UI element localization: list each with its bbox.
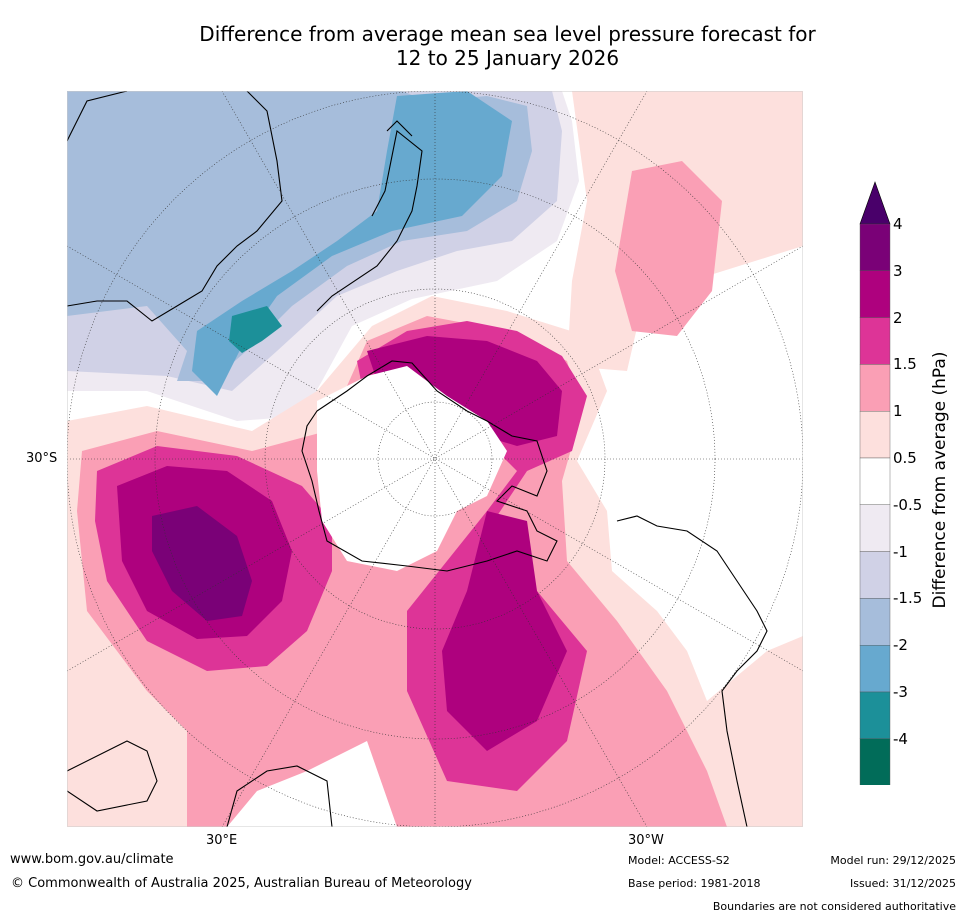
pressure-anomaly-map: [67, 91, 803, 827]
colorbar-segment: [859, 317, 891, 365]
colorbar-tick-label: 1.5: [893, 355, 917, 374]
footer-model-run: Model run: 29/12/2025: [830, 854, 956, 867]
anomaly-pos2: [117, 336, 567, 751]
colorbar-segment: [859, 457, 891, 505]
colorbar-tick-label: 1: [893, 402, 903, 421]
footer-base-period: Base period: 1981-2018: [628, 877, 761, 890]
colorbar-tick-label: -0.5: [893, 495, 923, 514]
colorbar-segment: [859, 223, 891, 271]
colorbar-tick-label: -1.5: [893, 589, 923, 608]
colorbar-label: Difference from average (hPa): [930, 351, 950, 609]
map-title-line-1: Difference from average mean sea level p…: [199, 22, 816, 46]
anomaly-neg2: [192, 91, 512, 396]
colorbar-segment: [859, 551, 891, 599]
colorbar-tick-label: 4: [893, 215, 903, 233]
footer-website[interactable]: www.bom.gov.au/climate: [10, 852, 174, 867]
footer-model: Model: ACCESS-S2: [628, 854, 730, 867]
colorbar-segment: [859, 410, 891, 459]
anomaly-neg3: [229, 306, 282, 353]
footer-copyright: © Commonwealth of Australia 2025, Austra…: [11, 876, 472, 891]
antarctica-zero: [317, 366, 507, 571]
graticule: [67, 91, 803, 827]
colorbar-segment: [859, 270, 891, 318]
colorbar-segment: [859, 364, 891, 412]
anomaly-pos3: [152, 506, 252, 621]
colorbar-tick-label: 3: [893, 261, 903, 280]
colorbar-segment: [859, 504, 891, 552]
lat-label-30s: 30°S: [26, 451, 58, 466]
footer-disclaimer: Boundaries are not considered authoritat…: [712, 900, 956, 913]
colorbar-tick-label: -4: [893, 729, 908, 748]
colorbar-segment: [859, 738, 891, 785]
white-patch-south: [227, 741, 397, 827]
lon-label-30w: 30°W: [628, 833, 664, 848]
colorbar-tick-label: -3: [893, 683, 908, 701]
colorbar-tick-label: 2: [893, 308, 903, 327]
footer-issued: Issued: 31/12/2025: [849, 877, 956, 890]
colorbar-extend-max: [859, 181, 891, 225]
colorbar-tick-label: -2: [893, 636, 908, 655]
colorbar-tick-label: -1: [893, 542, 908, 561]
colorbar-segment: [859, 691, 891, 739]
map-title-line-2: 12 to 25 January 2026: [395, 46, 620, 70]
colorbar-tick-label: 0.5: [893, 449, 917, 467]
colorbar-segment: [859, 645, 891, 693]
colorbar-segment: [859, 598, 891, 646]
map-frame: [67, 91, 803, 827]
anomaly-pos1-east: [615, 161, 722, 336]
colorbar: [859, 181, 891, 785]
coastlines: [67, 91, 768, 827]
lon-label-30e: 30°E: [206, 833, 238, 848]
